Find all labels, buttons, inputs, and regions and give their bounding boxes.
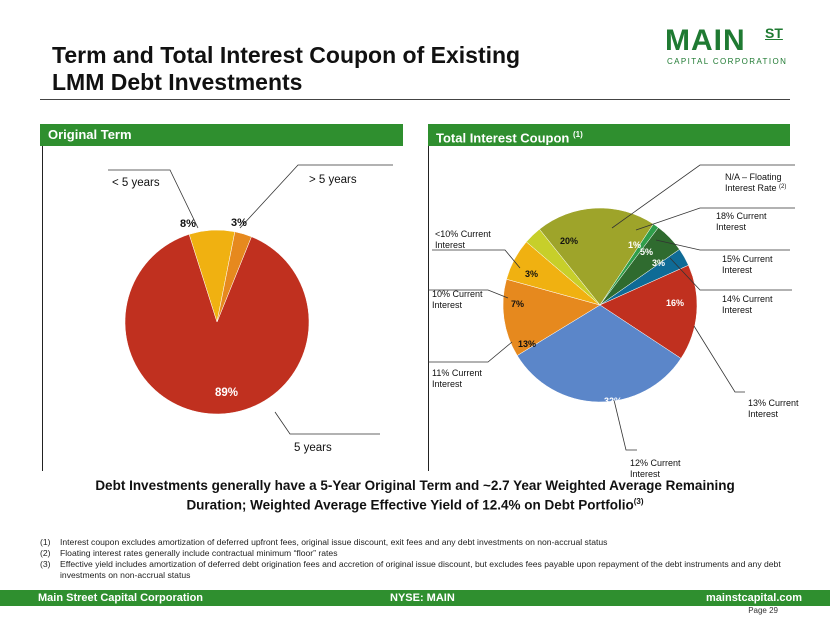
headline-footnote: (3) (633, 497, 644, 506)
interest-coupon-slice-6 (539, 207, 654, 306)
title-line-1: Term and Total Interest Coupon of Existi… (52, 42, 521, 68)
label-10-line2: Interest (432, 300, 463, 310)
original-term-slice-0 (124, 233, 310, 415)
leader-line-10 (428, 289, 509, 299)
original-term-slice-2 (216, 231, 252, 323)
label-15-line1: 15% Current (722, 254, 773, 264)
interest-coupon-value-labels: 3% 16% 32% 13% 7% 3% 20% 1% 5% (511, 236, 684, 406)
value-11: 13% (518, 339, 536, 349)
interest-coupon-slice-2 (516, 304, 682, 403)
main-street-logo: MAIN ST CAPITAL CORPORATION (665, 24, 788, 66)
left-panel-border (42, 146, 43, 471)
value-12: 32% (604, 396, 622, 406)
original-term-header-label: Original Term (48, 127, 132, 142)
value-13: 16% (666, 298, 684, 308)
footnote-3-text: Effective yield includes amortization of… (60, 559, 781, 580)
footer-company: Main Street Capital Corporation (38, 592, 204, 604)
label-floating-line2: Interest Rate (2) (725, 183, 786, 193)
value-18: 1% (628, 240, 641, 250)
value-5-years: 89% (215, 387, 238, 399)
footer-website[interactable]: mainstcapital.com (706, 592, 802, 604)
value-10: 7% (511, 299, 524, 309)
footer-ticker: NYSE: MAIN (390, 592, 455, 604)
slide-title: Term and Total Interest Coupon of Existi… (52, 42, 520, 96)
interest-coupon-header-label: Total Interest Coupon (436, 130, 570, 146)
interest-coupon-slice-1 (599, 264, 698, 359)
value-gt5-years: 3% (231, 217, 247, 229)
title-divider (40, 99, 790, 100)
interest-coupon-labels: N/A – Floating Interest Rate (2) 18% Cur… (432, 172, 799, 479)
label-18-line2: Interest (716, 222, 747, 232)
original-term-leader-lines (108, 164, 393, 435)
label-13-line2: Interest (748, 409, 779, 419)
logo-word: MAIN (665, 24, 746, 57)
footnote-3-number: (3) (40, 559, 51, 569)
label-lt10-line1: <10% Current (435, 229, 491, 239)
label-11-line2: Interest (432, 379, 463, 389)
footnote-2-number: (2) (40, 548, 51, 558)
logo-subtitle: CAPITAL CORPORATION (667, 57, 788, 66)
leader-line-14 (669, 257, 792, 291)
label-lt10-line2: Interest (435, 240, 466, 250)
interest-coupon-header: Total Interest Coupon (1) (428, 124, 790, 146)
headline-line-2-text: Duration; Weighted Average Effective Yie… (186, 497, 634, 513)
label-11-line1: 11% Current (432, 368, 482, 378)
footnote-2-text: Floating interest rates generally includ… (60, 548, 338, 558)
value-lt5-years: 8% (180, 218, 196, 230)
leader-line-13 (693, 325, 745, 393)
label-floating-sup: (2) (779, 184, 786, 190)
footnote-1-text: Interest coupon excludes amortization of… (60, 537, 608, 547)
leader-line-lt10 (432, 249, 521, 269)
label-5-years: 5 years (294, 442, 332, 454)
interest-coupon-header-footnote: (1) (573, 130, 583, 139)
leader-line-11 (428, 341, 513, 363)
logo-st: ST (765, 25, 783, 41)
leader-line-lt5 (108, 169, 199, 229)
footer-bar: Main Street Capital Corporation NYSE: MA… (0, 590, 830, 606)
title-line-2: LMM Debt Investments (52, 69, 303, 95)
label-gt5-years: > 5 years (309, 174, 357, 186)
interest-coupon-leader-lines (428, 164, 795, 451)
label-12-line1: 12% Current (630, 458, 681, 468)
headline-line-1: Debt Investments generally have a 5-Year… (95, 478, 735, 493)
right-panel-border (428, 146, 429, 471)
footnotes: (1) Interest coupon excludes amortization… (40, 537, 800, 581)
value-lt10: 3% (525, 269, 538, 279)
label-14-line2: Interest (722, 305, 753, 315)
leader-line-18 (635, 207, 795, 231)
label-14-line1: 14% Current (722, 294, 773, 304)
label-floating-line1: N/A – Floating (725, 172, 782, 182)
footnote-3: (3) Effective yield includes amortization… (40, 559, 800, 581)
interest-coupon-slice-8 (599, 227, 680, 306)
leader-line-gt5 (239, 164, 393, 229)
label-10-line1: 10% Current (432, 289, 483, 299)
label-15-line2: Interest (722, 265, 753, 275)
footnote-1-number: (1) (40, 537, 51, 547)
value-floating: 20% (560, 236, 578, 246)
headline-line-2: Duration; Weighted Average Effective Yie… (70, 494, 760, 514)
leader-line-15 (655, 239, 790, 251)
page-number: Page 29 (748, 606, 778, 615)
original-term-pie (124, 229, 310, 415)
value-14: 3% (652, 258, 665, 268)
interest-coupon-slice-3 (502, 278, 601, 356)
interest-coupon-pie (502, 207, 698, 403)
label-13-line1: 13% Current (748, 398, 799, 408)
label-12-line2: Interest (630, 469, 661, 479)
leader-line-floating (611, 164, 795, 229)
leader-line-12 (613, 399, 637, 451)
footnote-2: (2) Floating interest rates generally inc… (40, 548, 800, 559)
summary-headline: Debt Investments generally have a 5-Year… (70, 478, 760, 514)
footnote-1: (1) Interest coupon excludes amortization… (40, 537, 800, 548)
label-lt5-years: < 5 years (112, 177, 160, 189)
value-15: 5% (640, 247, 653, 257)
original-term-header: Original Term (40, 124, 403, 146)
label-18-line1: 18% Current (716, 211, 767, 221)
leader-line-5yr (274, 411, 380, 435)
